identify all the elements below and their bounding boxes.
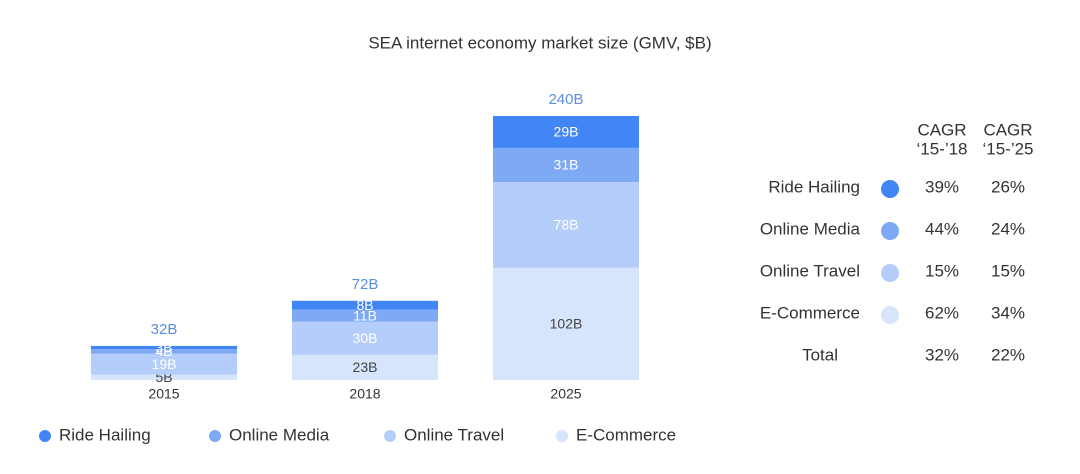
segment-label: 23B [353,359,378,375]
segment-label: 29B [554,124,579,140]
table-cell: 62% [925,303,959,322]
table-cell: 15% [991,261,1025,280]
row-marker [881,306,899,324]
row-marker [881,180,899,198]
bar-segment [493,147,639,182]
x-tick-label: 2018 [349,386,380,402]
legend-marker [39,430,51,442]
table-cell: 44% [925,219,959,238]
segment-label: 31B [554,157,579,173]
x-tick-label: 2025 [550,386,581,402]
table-header: ‘15-’18 [916,139,967,158]
bar-segment [493,116,639,148]
table-cell: 39% [925,177,959,196]
table-cell: 22% [991,345,1025,364]
row-marker [881,222,899,240]
legend-marker [384,430,396,442]
bar-segment [91,349,237,354]
segment-label: 102B [550,316,583,332]
table-cell: 15% [925,261,959,280]
legend-marker [556,430,568,442]
chart-title: SEA internet economy market size (GMV, $… [368,33,711,52]
legend-label: E-Commerce [576,425,676,444]
table-header: CAGR [983,120,1032,139]
segment-label: 19B [152,356,177,372]
table-header: CAGR [917,120,966,139]
bar-segment [493,267,639,380]
segment-label: 78B [554,217,579,233]
row-marker [881,264,899,282]
segment-label: 30B [353,330,378,346]
total-label: 72B [352,276,379,293]
bar-segment [91,353,237,375]
legend-label: Ride Hailing [59,425,151,444]
table-cell: 32% [925,345,959,364]
bar-segment [292,354,438,380]
table-cell: 34% [991,303,1025,322]
legend-marker [209,430,221,442]
total-label: 32B [151,321,178,338]
table-cell: 24% [991,219,1025,238]
row-name: Online Media [760,219,861,238]
bar-segment [292,300,438,310]
bar-segment [292,321,438,355]
segment-label: 11B [353,307,377,323]
table-header: ‘15-’25 [982,139,1033,158]
bar-segment [292,309,438,322]
row-name: Ride Hailing [768,177,860,196]
x-tick-label: 2015 [148,386,179,402]
segment-label: 8B [356,297,373,313]
table-cell: 26% [991,177,1025,196]
legend-label: Online Travel [404,425,504,444]
row-name: Online Travel [760,261,860,280]
bar-segment [91,345,237,350]
row-name: Total [802,345,838,364]
legend-label: Online Media [229,425,330,444]
total-label: 240B [548,91,583,108]
bar-segment [91,374,237,380]
row-name: E-Commerce [760,303,860,322]
segment-label: 3B [155,339,172,355]
bar-segment [493,182,639,268]
